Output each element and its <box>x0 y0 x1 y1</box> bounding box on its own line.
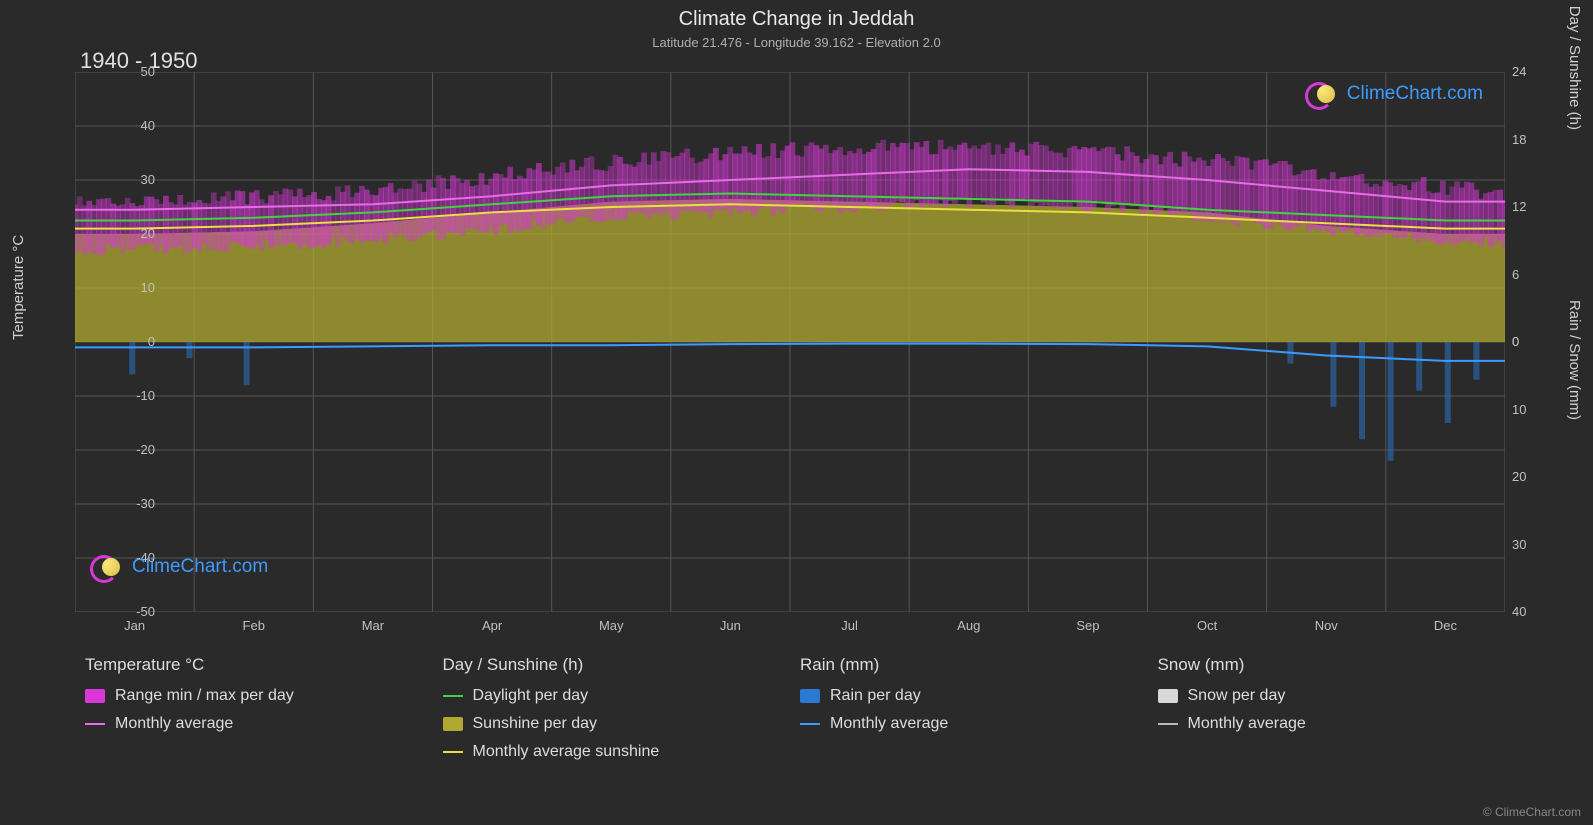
sunshine-swatch <box>443 717 463 731</box>
temp-range-swatch <box>85 689 105 703</box>
brand-text: ClimeChart.com <box>1347 83 1483 105</box>
temp-avg-line <box>85 723 105 725</box>
legend-temp-header: Temperature °C <box>85 655 443 675</box>
legend-snow-avg: Monthly average <box>1158 715 1516 733</box>
legend-label: Monthly average sunshine <box>473 743 660 761</box>
legend-snow-perday: Snow per day <box>1158 687 1516 705</box>
y-tick-left: -50 <box>115 604 155 619</box>
legend: Temperature °C Range min / max per day M… <box>85 655 1515 771</box>
rain-avg-line <box>800 723 820 725</box>
x-tick-month: Oct <box>1187 618 1227 633</box>
chart-subtitle: Latitude 21.476 - Longitude 39.162 - Ele… <box>0 31 1593 50</box>
y-tick-left: 50 <box>115 64 155 79</box>
legend-label: Range min / max per day <box>115 687 294 705</box>
x-tick-month: Dec <box>1425 618 1465 633</box>
legend-rain-header: Rain (mm) <box>800 655 1158 675</box>
y-tick-left: 0 <box>115 334 155 349</box>
legend-col-snow: Snow (mm) Snow per day Monthly average <box>1158 655 1516 771</box>
y-axis-right-bottom-label: Rain / Snow (mm) <box>1566 300 1583 420</box>
y-tick-right-bottom: 40 <box>1512 604 1552 619</box>
daylight-line <box>443 695 463 697</box>
legend-label: Monthly average <box>115 715 233 733</box>
y-tick-left: 30 <box>115 172 155 187</box>
legend-col-rain: Rain (mm) Rain per day Monthly average <box>800 655 1158 771</box>
snow-swatch <box>1158 689 1178 703</box>
x-tick-month: Apr <box>472 618 512 633</box>
logo-icon <box>90 555 126 579</box>
y-tick-right-bottom: 20 <box>1512 469 1552 484</box>
legend-sunshine: Sunshine per day <box>443 715 801 733</box>
y-tick-right-top: 18 <box>1512 132 1552 147</box>
legend-temp-range: Range min / max per day <box>85 687 443 705</box>
y-tick-left: 20 <box>115 226 155 241</box>
y-tick-left: -10 <box>115 388 155 403</box>
y-tick-left: 40 <box>115 118 155 133</box>
y-axis-left-label: Temperature °C <box>10 235 27 340</box>
brand-logo-bottom: ClimeChart.com <box>90 555 268 579</box>
logo-icon <box>1305 82 1341 106</box>
x-tick-month: Mar <box>353 618 393 633</box>
legend-label: Snow per day <box>1188 687 1286 705</box>
brand-text: ClimeChart.com <box>132 556 268 578</box>
y-tick-left: -30 <box>115 496 155 511</box>
chart-container: Climate Change in Jeddah Latitude 21.476… <box>0 0 1593 825</box>
y-tick-right-bottom: 0 <box>1512 334 1552 349</box>
x-tick-month: Feb <box>234 618 274 633</box>
legend-label: Monthly average <box>1188 715 1306 733</box>
x-tick-month: Sep <box>1068 618 1108 633</box>
x-tick-month: Aug <box>949 618 989 633</box>
y-tick-right-top: 6 <box>1512 267 1552 282</box>
y-axis-right-top-label: Day / Sunshine (h) <box>1566 6 1583 130</box>
legend-label: Monthly average <box>830 715 948 733</box>
copyright: © ClimeChart.com <box>1483 805 1581 819</box>
legend-label: Sunshine per day <box>473 715 598 733</box>
sunshine-avg-line <box>443 751 463 753</box>
rain-swatch <box>800 689 820 703</box>
legend-day-header: Day / Sunshine (h) <box>443 655 801 675</box>
snow-avg-line <box>1158 723 1178 725</box>
x-tick-month: Jan <box>115 618 155 633</box>
legend-snow-header: Snow (mm) <box>1158 655 1516 675</box>
legend-label: Rain per day <box>830 687 921 705</box>
x-tick-month: Jul <box>830 618 870 633</box>
y-tick-left: -20 <box>115 442 155 457</box>
legend-label: Daylight per day <box>473 687 589 705</box>
y-tick-right-top: 12 <box>1512 199 1552 214</box>
y-tick-right-top: 24 <box>1512 64 1552 79</box>
x-tick-month: May <box>591 618 631 633</box>
x-tick-month: Nov <box>1306 618 1346 633</box>
legend-sunshine-avg: Monthly average sunshine <box>443 743 801 761</box>
logo-sun <box>1317 85 1335 103</box>
chart-svg <box>75 72 1505 612</box>
plot-area <box>75 72 1505 612</box>
y-tick-right-bottom: 30 <box>1512 537 1552 552</box>
x-tick-month: Jun <box>710 618 750 633</box>
brand-logo-top: ClimeChart.com <box>1305 82 1483 106</box>
legend-temp-avg: Monthly average <box>85 715 443 733</box>
chart-title: Climate Change in Jeddah <box>0 0 1593 31</box>
legend-daylight: Daylight per day <box>443 687 801 705</box>
rain-bars-series <box>129 342 1479 461</box>
logo-sun <box>102 558 120 576</box>
y-tick-right-bottom: 10 <box>1512 402 1552 417</box>
y-tick-left: 10 <box>115 280 155 295</box>
legend-rain-avg: Monthly average <box>800 715 1158 733</box>
legend-col-day: Day / Sunshine (h) Daylight per day Suns… <box>443 655 801 771</box>
legend-col-temp: Temperature °C Range min / max per day M… <box>85 655 443 771</box>
legend-rain-perday: Rain per day <box>800 687 1158 705</box>
